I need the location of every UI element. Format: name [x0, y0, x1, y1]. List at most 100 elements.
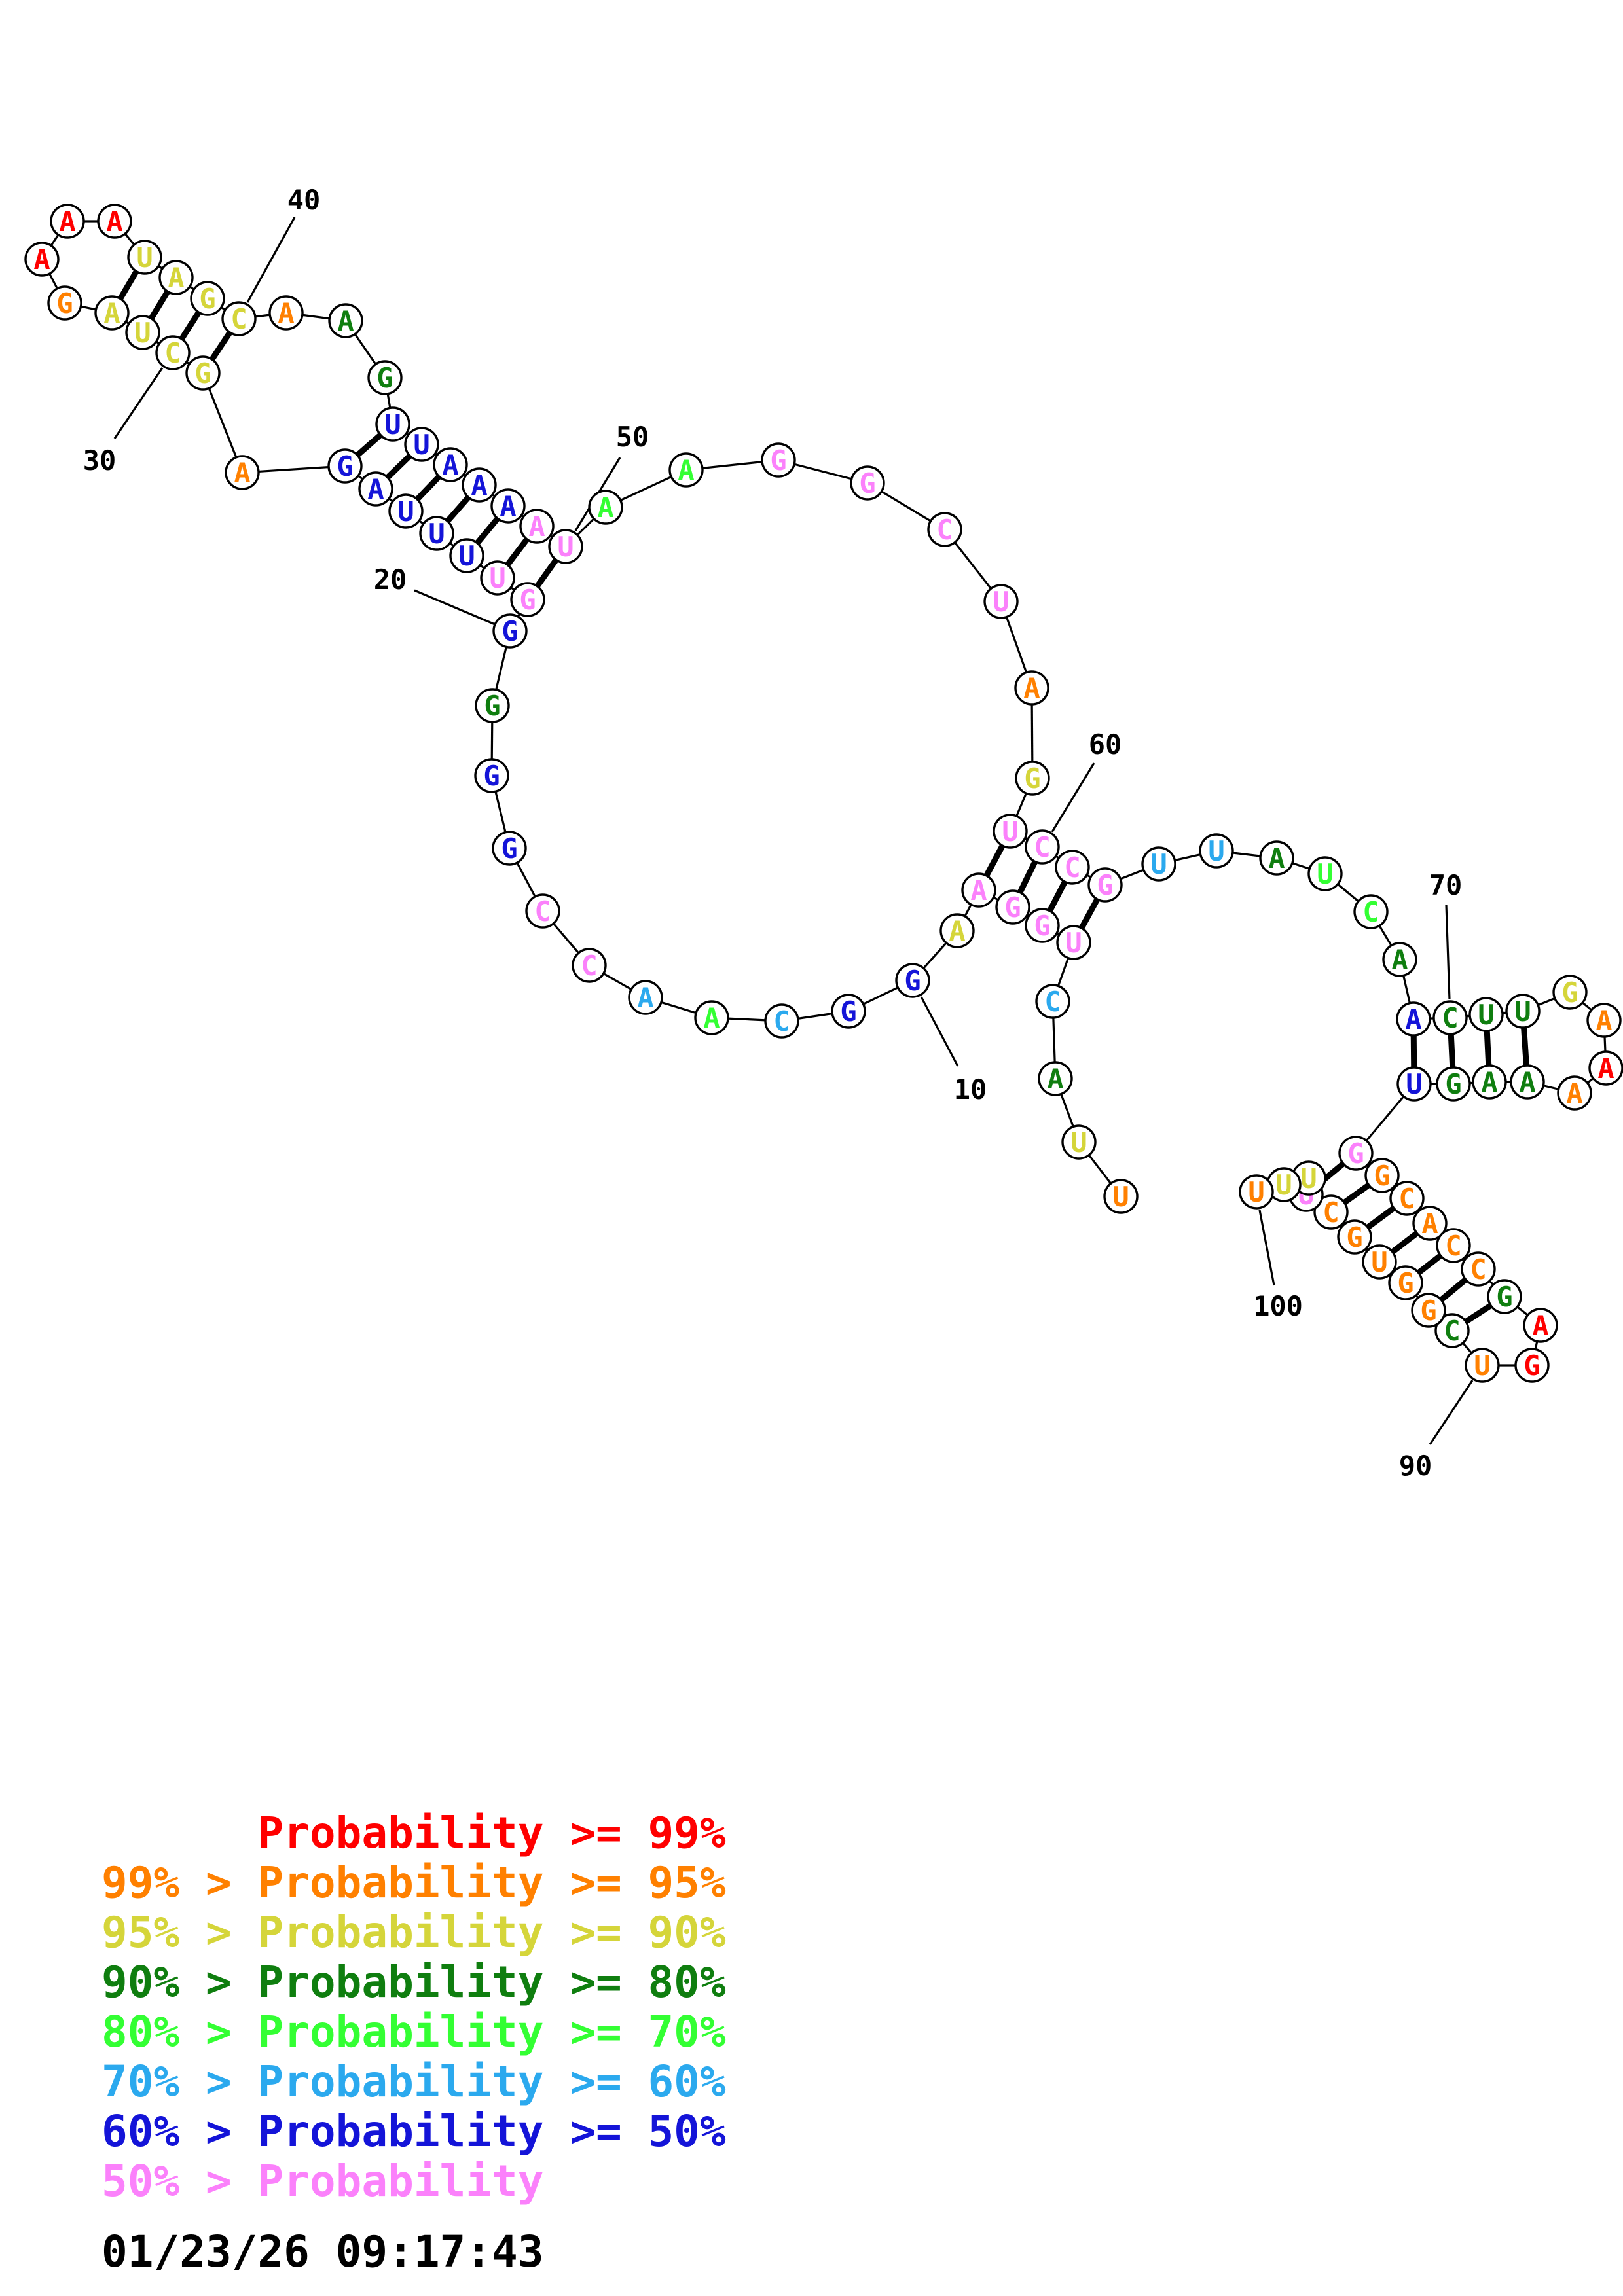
nucleotide-circle [449, 538, 484, 573]
nucleotide-base: U [136, 242, 153, 274]
nucleotide-circle [328, 303, 363, 338]
nucleotide-base: A [1421, 1208, 1438, 1240]
nucleotide-circle [492, 613, 528, 649]
nucleotide-circle [1388, 1265, 1423, 1300]
nucleotide-circle [475, 688, 510, 723]
nucleotide-base: U [1208, 835, 1224, 867]
nucleotide-base: G [484, 690, 500, 722]
nucleotide-circle [94, 295, 130, 331]
nucleotide-circle [1382, 942, 1417, 977]
timestamp: 01/23/26 09:17:43 [101, 2227, 544, 2277]
nucleotide-base: G [1561, 977, 1578, 1009]
nucleotide-circle [1523, 1308, 1558, 1343]
nucleotide-base: C [534, 895, 551, 927]
nucleotide-base: A [500, 490, 516, 522]
nucleotide-circle [1141, 846, 1176, 882]
nucleotide-circle [155, 335, 191, 370]
nucleotide-base: C [230, 303, 247, 335]
nucleotide-base: G [1496, 1281, 1512, 1313]
nucleotide-base: G [1374, 1160, 1390, 1192]
nucleotide-circle [462, 467, 497, 503]
nucleotide-circle [1436, 1066, 1471, 1102]
nucleotide-base: A [1047, 1063, 1063, 1095]
position-label: 30 [83, 444, 117, 476]
nucleotide-base: U [1478, 999, 1494, 1031]
legend-row: 50% > Probability [101, 2156, 544, 2206]
nucleotide-circle [1307, 856, 1343, 891]
nucleotide-circle [1087, 867, 1123, 903]
nucleotide-base: C [1470, 1253, 1486, 1285]
nucleotide-base: A [1596, 1005, 1612, 1037]
nucleotide-base: A [1597, 1052, 1614, 1085]
nucleotide-circle [1025, 908, 1060, 943]
nucleotide-circle [764, 1003, 799, 1039]
legend-row: 80% > Probability >= 70% [101, 2007, 726, 2057]
nucleotide-base: G [1024, 762, 1040, 795]
nucleotide-base: G [840, 996, 856, 1028]
nucleotide-circle [1239, 1174, 1274, 1210]
nucleotide-circle [268, 295, 304, 331]
nucleotide-circle [1038, 1061, 1073, 1096]
nucleotide-circle [548, 529, 583, 564]
nucleotide-circle [993, 814, 1028, 849]
nucleotide-base: G [1420, 1295, 1436, 1327]
nucleotide-circle [492, 831, 527, 866]
nucleotide-base: A [103, 297, 120, 329]
nucleotide-circle [1364, 1158, 1400, 1193]
nucleotide-base: U [397, 495, 414, 528]
nucleotide-circle [490, 488, 526, 524]
nucleotide-base: C [773, 1005, 790, 1037]
position-leader-line [1445, 905, 1451, 1000]
nucleotide-circle [1014, 670, 1049, 706]
nucleotide-circle [1313, 1194, 1349, 1230]
nucleotide-circle [97, 204, 132, 239]
nucleotide-circle [1035, 984, 1070, 1019]
nucleotide-circle [1025, 829, 1060, 865]
nucleotide-base: A [1532, 1310, 1548, 1342]
nucleotide-circle [628, 980, 663, 1015]
nucleotide-base: U [1300, 1162, 1317, 1194]
nucleotide-circle [1338, 1136, 1374, 1171]
nucleotide-circle [1586, 1003, 1622, 1038]
nucleotide-circle [433, 447, 468, 482]
nucleotide-base: C [1445, 1230, 1461, 1262]
nucleotide-circle [1362, 1244, 1397, 1280]
nucleotide-base: G [1397, 1267, 1413, 1299]
nucleotide-base: U [1112, 1181, 1129, 1213]
nucleotide-base: G [1004, 891, 1021, 924]
nucleotide-circle [1514, 1348, 1550, 1383]
nucleotide-circle [1461, 1251, 1496, 1287]
nucleotide-base: U [1371, 1246, 1387, 1278]
nucleotide-base: G [56, 287, 73, 319]
nucleotide-base: C [581, 950, 597, 982]
nucleotide-base: U [1150, 848, 1167, 880]
nucleotide-circle [939, 913, 975, 948]
nucleotide-circle [510, 582, 545, 617]
legend-row: 60% > Probability >= 50% [101, 2106, 726, 2157]
position-leader-line [414, 589, 496, 626]
position-leader-line [920, 996, 959, 1067]
nucleotide-base: A [59, 206, 75, 238]
nucleotide-base: A [234, 457, 250, 489]
nucleotide-circle [668, 452, 704, 488]
nucleotide-base: A [337, 305, 354, 337]
legend-row: 90% > Probability >= 80% [101, 1957, 726, 2007]
nucleotide-circle [1510, 1064, 1545, 1100]
nucleotide-base: A [1481, 1066, 1497, 1098]
position-label: 60 [1089, 728, 1122, 761]
nucleotide-circle [1557, 1075, 1592, 1111]
nucleotide-base: A [106, 206, 122, 238]
nucleotide-base: U [384, 408, 401, 440]
nucleotide-base: G [1445, 1068, 1461, 1100]
nucleotide-base: U [1474, 1350, 1490, 1382]
position-label: 90 [1399, 1450, 1432, 1482]
nucleotide-base: G [501, 833, 517, 865]
legend-row: 95% > Probability >= 90% [101, 1907, 726, 1958]
nucleotide-base: G [904, 965, 921, 997]
nucleotide-base: A [678, 454, 694, 486]
nucleotide-circle [1103, 1179, 1139, 1214]
nucleotide-base: G [1347, 1138, 1364, 1170]
nucleotide-base: U [458, 540, 475, 572]
